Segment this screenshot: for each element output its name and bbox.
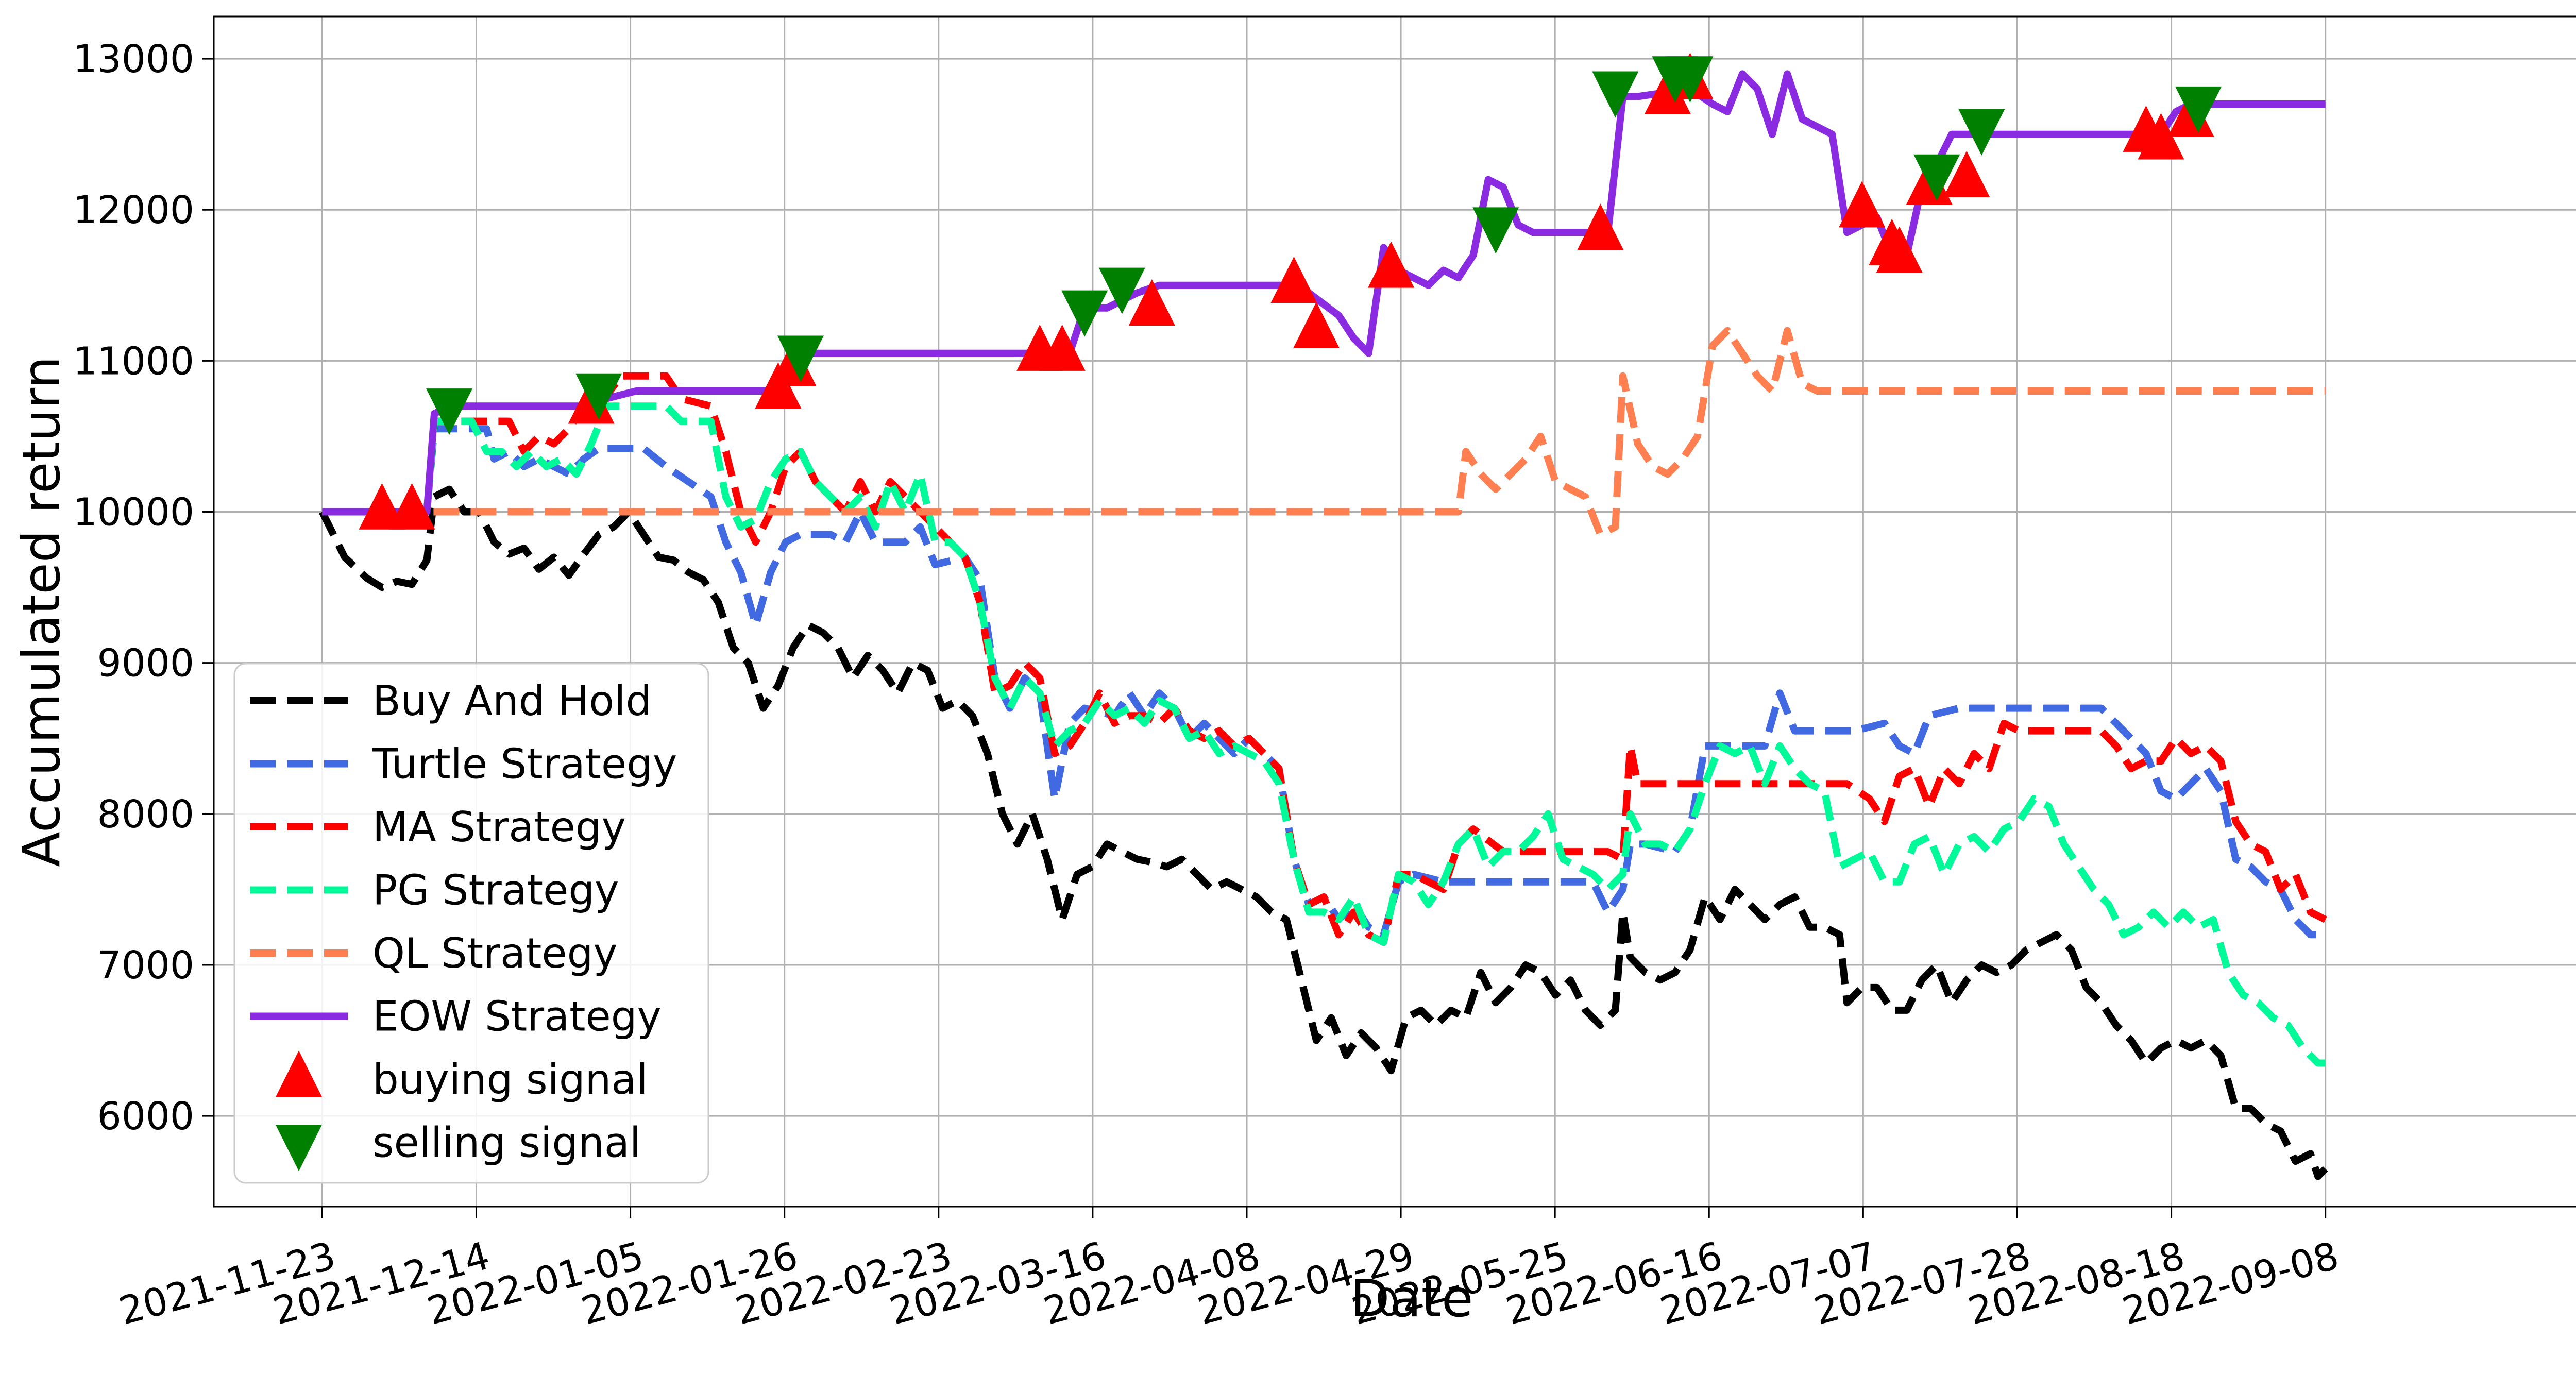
buy-signal-marker (1293, 301, 1340, 348)
sell-signal-marker (1667, 56, 1714, 103)
sell-signal-marker (1472, 207, 1519, 254)
y-tick-label: 10000 (73, 490, 194, 535)
plot-frame (213, 15, 2576, 1208)
sell-signal-marker (2175, 86, 2222, 133)
series-ql-strategy (322, 327, 2326, 538)
y-tick-label: 12000 (73, 188, 194, 232)
y-tick-label: 8000 (97, 792, 194, 837)
buy-signal-marker (1943, 150, 1990, 197)
series-pg-strategy (322, 402, 2326, 1067)
y-tick-label: 7000 (97, 943, 194, 988)
x-axis-label: Date (1350, 1268, 1473, 1329)
legend-label: PG Strategy (372, 867, 619, 914)
sell-signal-marker (777, 335, 824, 382)
buy-signal-marker (359, 483, 405, 530)
y-tick-label: 9000 (97, 641, 194, 686)
buy-signal-marker (1876, 226, 1923, 273)
signal-markers (359, 53, 2222, 530)
sell-signal-marker (1061, 290, 1108, 337)
series-lines (319, 70, 2328, 1180)
buy-signal-marker (1368, 241, 1415, 288)
legend-label: selling signal (372, 1119, 641, 1167)
legend-label: Buy And Hold (372, 677, 652, 725)
buy-signal-marker (2138, 113, 2184, 160)
series-buy-and-hold (319, 485, 2328, 1180)
y-tick-label: 13000 (73, 37, 194, 81)
sell-signal-marker (1592, 71, 1639, 118)
y-tick-label: 11000 (73, 339, 194, 383)
buy-signal-marker (1839, 181, 1886, 228)
legend-swatch (276, 1125, 322, 1172)
y-axis-label: Accumulated return (11, 356, 72, 867)
buy-signal-marker (1128, 279, 1175, 326)
series-ma-strategy (322, 372, 2327, 946)
legend-box (233, 663, 709, 1184)
sell-signal-marker (426, 388, 473, 435)
buy-signal-marker (1644, 67, 1691, 114)
legend-label: EOW Strategy (372, 993, 662, 1041)
buy-signal-marker (1270, 257, 1317, 303)
sell-signal-marker (1958, 109, 2005, 156)
sell-signal-marker (575, 373, 622, 420)
sell-signal-marker (1913, 154, 1960, 201)
legend-label: buying signal (372, 1056, 648, 1104)
legend-label: MA Strategy (372, 803, 626, 851)
buy-signal-marker (388, 483, 435, 530)
y-tick-label: 6000 (97, 1094, 194, 1139)
buy-signal-marker (1577, 203, 1624, 250)
legend-label: Turtle Strategy (372, 740, 677, 788)
buy-signal-marker (1039, 324, 1086, 371)
series-turtle-strategy (322, 425, 2326, 939)
sell-signal-marker (1098, 267, 1145, 314)
legend-label: QL Strategy (372, 929, 618, 977)
legend-swatch (276, 1050, 322, 1097)
y-axis-ticks: 6000 7000 8000 9000 10000 11000 12000 13000 (73, 37, 214, 1139)
legend: Buy And Hold Turtle Strategy MA Strategy PG… (233, 663, 709, 1184)
